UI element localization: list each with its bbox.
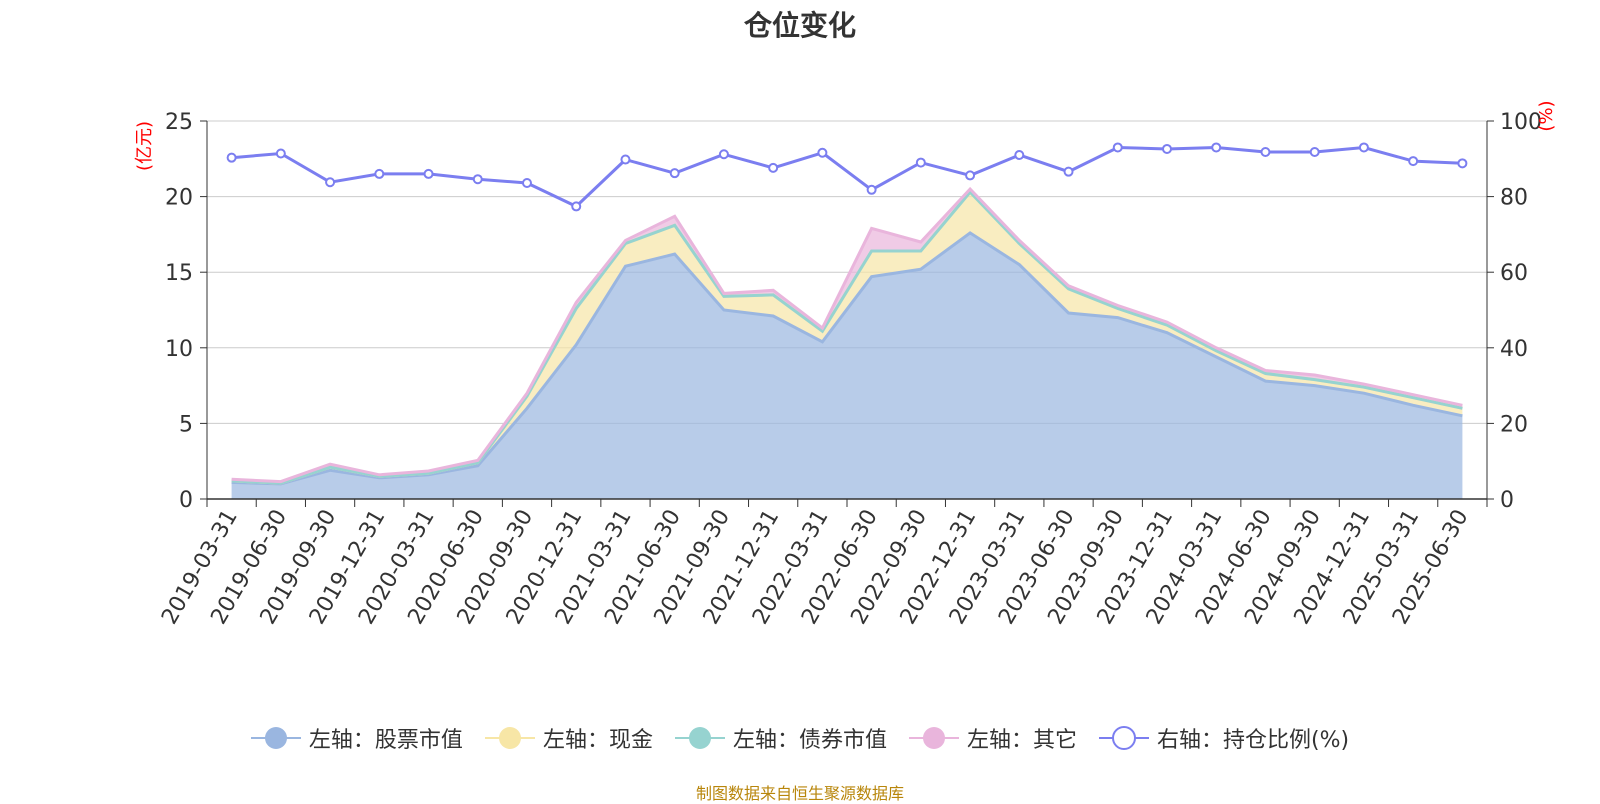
y-right-tick-label: 80 bbox=[1500, 186, 1528, 211]
line-point bbox=[620, 154, 631, 165]
legend-label: 右轴：持仓比例(%) bbox=[1156, 728, 1350, 753]
y-right-unit-label: (%) bbox=[1536, 100, 1557, 131]
legend-item[interactable]: 左轴：其它 bbox=[908, 722, 1077, 754]
legend: 左轴：股票市值 左轴：现金 左轴：债券市值 左轴：其它 右轴：持仓比例(%) bbox=[0, 722, 1600, 754]
y-left-tick-label: 5 bbox=[179, 412, 193, 437]
legend-swatch bbox=[674, 727, 725, 749]
line-point bbox=[423, 168, 434, 179]
chart-title: 仓位变化 bbox=[743, 9, 856, 42]
legend-swatch-marker bbox=[1111, 726, 1136, 750]
line-point bbox=[1211, 142, 1222, 153]
line-point bbox=[1408, 156, 1419, 167]
line-point bbox=[571, 201, 582, 212]
y-left-unit-label: (亿元) bbox=[134, 121, 155, 171]
y-left-tick-label: 15 bbox=[165, 261, 193, 286]
area-line-左轴：债券市值 bbox=[231, 189, 1463, 485]
legend-swatch-marker bbox=[264, 727, 287, 749]
line-point bbox=[768, 162, 779, 173]
chart-plot: 0510152025020406080100(亿元)(%)2019-03-312… bbox=[134, 100, 1557, 628]
legend-item[interactable]: 左轴：债券市值 bbox=[674, 722, 887, 754]
legend-label: 左轴：其它 bbox=[966, 728, 1077, 753]
line-point bbox=[1162, 143, 1172, 154]
line-point bbox=[1358, 142, 1369, 153]
y-right-tick-label: 100 bbox=[1500, 110, 1542, 135]
y-left-tick-label: 25 bbox=[165, 110, 193, 135]
line-point bbox=[275, 148, 286, 159]
line-point bbox=[1457, 158, 1468, 169]
area-line-左轴：股票市值 bbox=[231, 231, 1463, 486]
line-point bbox=[472, 174, 483, 185]
legend-swatch-marker bbox=[688, 727, 711, 749]
legend-item[interactable]: 右轴：持仓比例(%) bbox=[1098, 722, 1350, 754]
line-point bbox=[1112, 142, 1123, 153]
legend-label: 左轴：股票市值 bbox=[308, 728, 463, 753]
y-left-tick-label: 20 bbox=[165, 186, 193, 211]
y-right-tick-label: 40 bbox=[1500, 337, 1528, 362]
source-note: 制图数据来自恒生聚源数据库 bbox=[695, 784, 904, 803]
legend-swatch bbox=[908, 727, 959, 749]
line-point bbox=[1309, 146, 1320, 157]
legend-swatch bbox=[250, 727, 301, 749]
line-point bbox=[669, 168, 680, 179]
line-point bbox=[965, 170, 976, 181]
line-point bbox=[226, 152, 237, 163]
line-point bbox=[817, 147, 828, 158]
legend-swatch bbox=[1098, 726, 1149, 750]
legend-swatch-marker bbox=[922, 727, 945, 749]
legend-label: 左轴：债券市值 bbox=[732, 728, 887, 753]
line-point bbox=[522, 177, 532, 188]
y-right-tick-label: 20 bbox=[1500, 412, 1528, 437]
line-point bbox=[1014, 150, 1025, 161]
line-point bbox=[1063, 166, 1074, 177]
line-point bbox=[866, 184, 877, 195]
legend-swatch-marker bbox=[498, 727, 521, 749]
y-right-tick-label: 0 bbox=[1500, 488, 1514, 513]
line-point bbox=[1260, 146, 1271, 157]
line-point bbox=[915, 157, 926, 168]
legend-label: 左轴：现金 bbox=[542, 728, 653, 753]
area-line-左轴：其它 bbox=[231, 186, 1463, 484]
line-point bbox=[374, 168, 385, 179]
line-point bbox=[325, 177, 336, 188]
legend-item[interactable]: 左轴：现金 bbox=[484, 722, 653, 754]
legend-item[interactable]: 左轴：股票市值 bbox=[250, 722, 463, 754]
y-left-tick-label: 0 bbox=[179, 488, 193, 513]
y-right-tick-label: 60 bbox=[1500, 261, 1528, 286]
legend-swatch bbox=[484, 727, 535, 749]
stacked-areas bbox=[231, 186, 1463, 499]
line-point bbox=[718, 149, 729, 160]
area-左轴：股票市值 bbox=[231, 232, 1463, 499]
line-右轴：持仓比例(%) bbox=[231, 145, 1463, 209]
y-left-tick-label: 10 bbox=[165, 337, 193, 362]
